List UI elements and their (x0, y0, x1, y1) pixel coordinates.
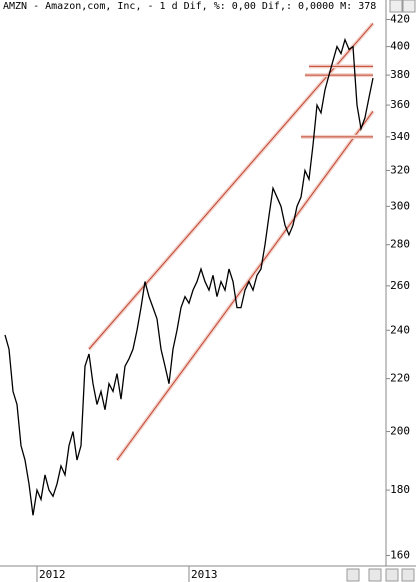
scroll-button[interactable] (389, 0, 403, 13)
y-tick-label: 160 (390, 548, 410, 561)
y-tick-label: 320 (390, 164, 410, 177)
tool-button[interactable] (368, 568, 382, 582)
tool-button[interactable] (346, 568, 360, 582)
y-tick-label: 420 (390, 12, 410, 25)
y-tick-label: 200 (390, 425, 410, 438)
price-line (4, 37, 374, 516)
tool-button[interactable] (385, 568, 399, 582)
y-tick-label: 220 (390, 372, 410, 385)
trend-line (116, 111, 374, 461)
y-tick-label: 300 (390, 199, 410, 212)
y-tick-label: 180 (390, 483, 410, 496)
tool-button[interactable] (401, 568, 415, 582)
y-tick-label: 260 (390, 279, 410, 292)
trend-line (88, 23, 374, 350)
chart-title: AMZN - Amazon,com, Inc, - 1 d Dif, %: 0,… (3, 1, 376, 12)
x-tick-label: 2012 (39, 568, 66, 581)
y-tick-label: 280 (390, 238, 410, 251)
window-controls[interactable] (346, 0, 416, 582)
y-tick-label: 360 (390, 98, 410, 111)
scroll-button[interactable] (402, 0, 416, 13)
x-tick-label: 2013 (191, 568, 218, 581)
y-tick-label: 240 (390, 323, 410, 336)
y-tick-label: 400 (390, 40, 410, 53)
y-tick-label: 380 (390, 68, 410, 81)
y-tick-label: 340 (390, 130, 410, 143)
